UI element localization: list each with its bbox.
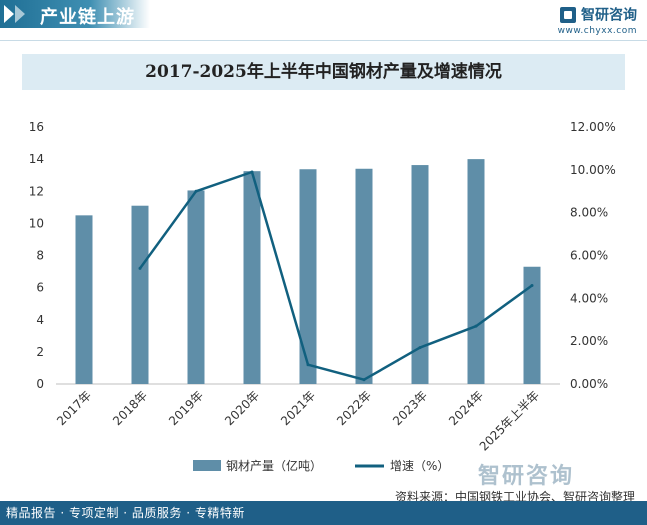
- bar: [467, 159, 485, 384]
- brand-name: 智研咨询: [581, 7, 637, 24]
- y-left-tick-label: 4: [36, 313, 44, 327]
- growth-point: [138, 266, 142, 270]
- x-tick-label: 2020年: [222, 388, 262, 428]
- arrow-icon: [4, 5, 14, 23]
- x-tick-label: 2023年: [390, 388, 430, 428]
- y-right-tick-label: 10.00%: [570, 163, 616, 177]
- x-tick-label: 2022年: [334, 388, 374, 428]
- x-tick-label: 2017年: [54, 388, 94, 428]
- brand: 智研咨询 www.chyxx.com: [558, 4, 637, 36]
- bar: [299, 169, 317, 384]
- y-right-tick-label: 6.00%: [570, 249, 608, 263]
- y-left-tick-label: 10: [29, 216, 44, 230]
- bar: [411, 165, 429, 384]
- section-title: 产业链上游: [40, 7, 135, 28]
- growth-point: [418, 346, 422, 350]
- growth-point: [530, 283, 534, 287]
- bar: [187, 190, 205, 384]
- bar: [523, 266, 541, 384]
- growth-point: [362, 378, 366, 382]
- y-right-tick-label: 4.00%: [570, 291, 608, 305]
- growth-point: [194, 189, 198, 193]
- brand-logo-icon: [559, 6, 576, 23]
- x-tick-label: 2019年: [166, 388, 206, 428]
- section-header: 产业链上游 智研咨询 www.chyxx.com: [0, 0, 647, 36]
- bar: [131, 205, 149, 384]
- chart-title: 2017-2025年上半年中国钢材产量及增速情况: [22, 54, 625, 90]
- y-left-tick-label: 2: [36, 345, 44, 359]
- y-left-tick-label: 16: [29, 120, 44, 134]
- y-left-tick-label: 14: [29, 152, 44, 166]
- legend-label-output: 钢材产量（亿吨）: [226, 458, 322, 473]
- growth-point: [474, 324, 478, 328]
- watermark-logo: 智研咨询: [478, 464, 575, 489]
- y-left-tick-label: 6: [36, 281, 44, 295]
- y-right-tick-label: 12.00%: [570, 120, 616, 134]
- header-divider: [0, 40, 647, 41]
- footer-bar: 精品报告 · 专项定制 · 品质服务 · 专精特新: [0, 501, 647, 525]
- y-right-tick-label: 2.00%: [570, 334, 608, 348]
- bar: [75, 215, 93, 384]
- source-note: 资料来源：中国钢铁工业协会、智研咨询整理: [394, 490, 635, 504]
- y-right-tick-label: 8.00%: [570, 206, 608, 220]
- x-tick-label: 2025年上半年: [477, 388, 542, 453]
- y-left-tick-label: 0: [36, 377, 44, 391]
- growth-point: [306, 363, 310, 367]
- y-right-tick-label: 0.00%: [570, 377, 608, 391]
- legend-swatch-output: [193, 460, 221, 471]
- brand-url: www.chyxx.com: [557, 25, 637, 36]
- bar: [243, 171, 261, 384]
- x-tick-label: 2021年: [278, 388, 318, 428]
- arrow-icon: [15, 5, 25, 23]
- bar: [355, 168, 373, 384]
- x-tick-label: 2018年: [110, 388, 150, 428]
- legend-label-growth: 增速（%）: [390, 459, 449, 473]
- header-band: [0, 0, 150, 28]
- growth-line: [138, 170, 533, 381]
- y-left-tick-label: 12: [29, 184, 44, 198]
- growth-point: [250, 170, 254, 174]
- y-left-tick-label: 8: [36, 249, 44, 263]
- x-tick-label: 2024年: [446, 388, 486, 428]
- footer-tags: 精品报告 · 专项定制 · 品质服务 · 专精特新: [6, 506, 245, 520]
